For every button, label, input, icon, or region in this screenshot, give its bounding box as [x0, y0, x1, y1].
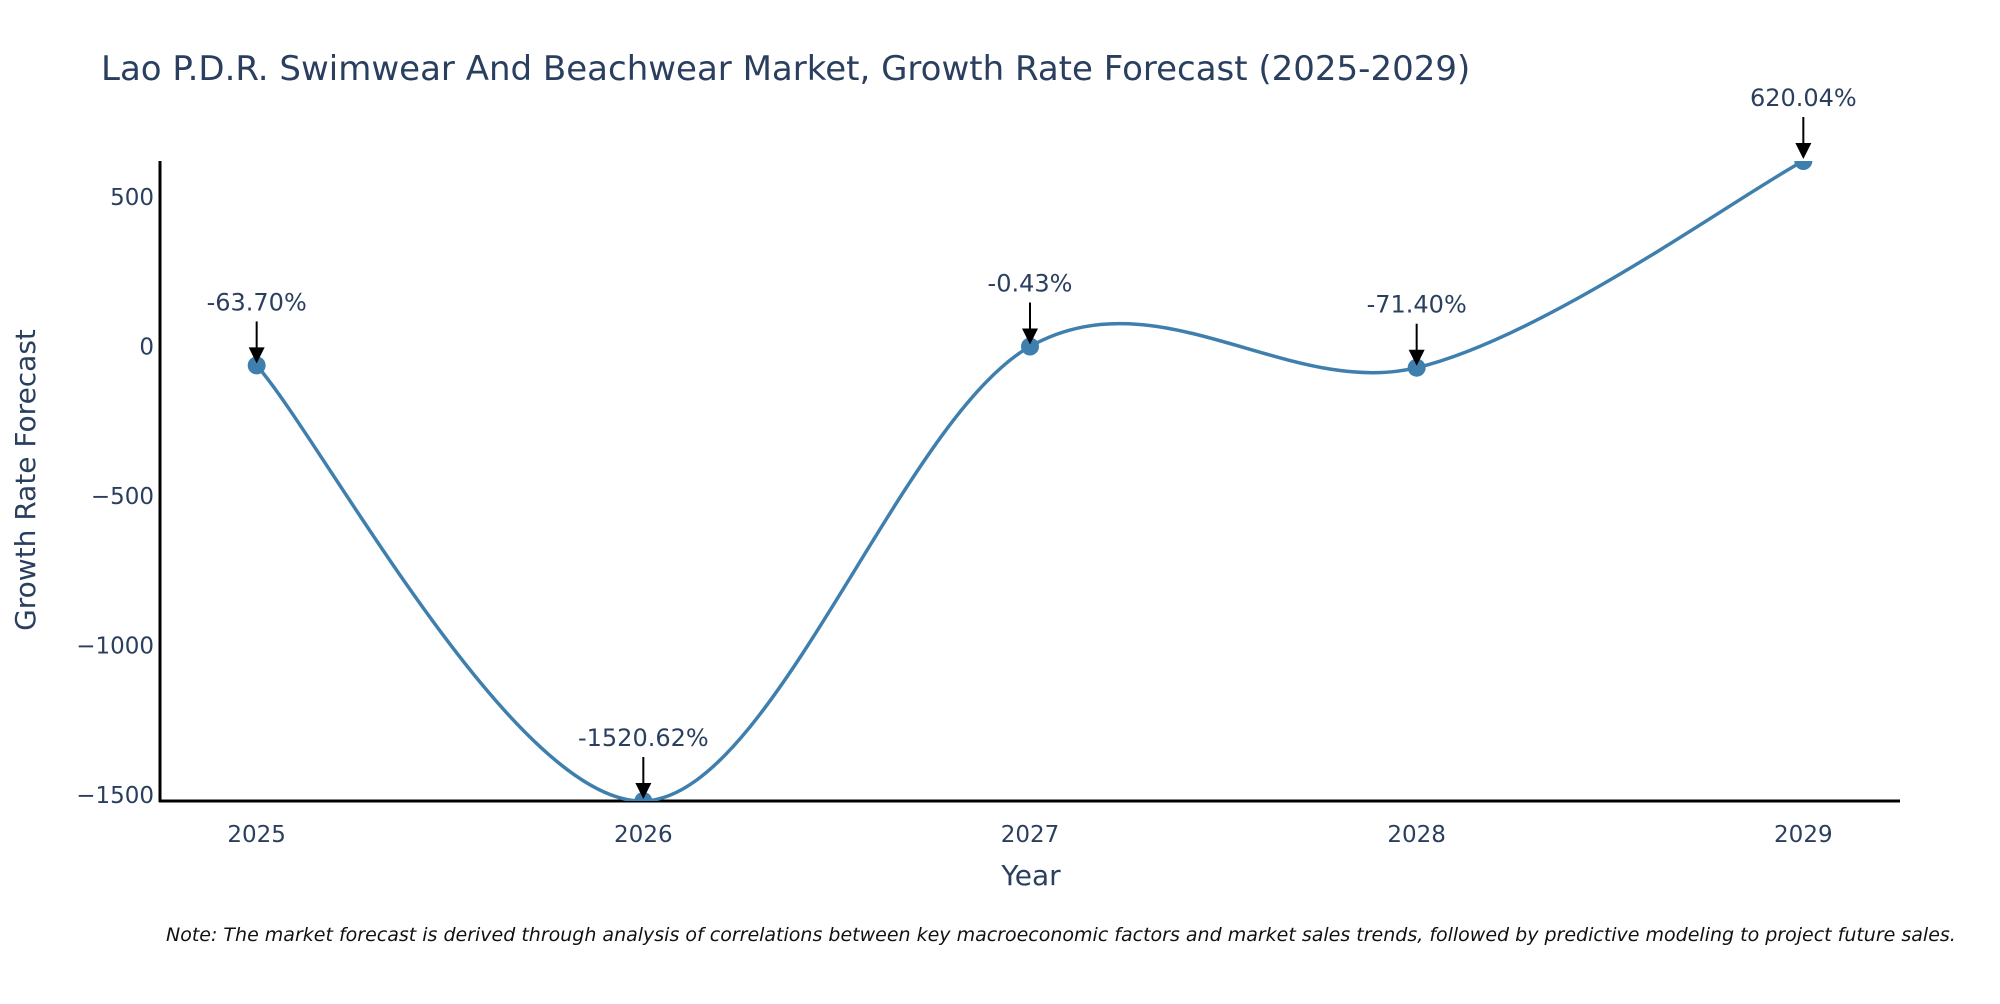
data-point: [1021, 337, 1039, 356]
y-axis-title: Growth Rate Forecast: [9, 329, 42, 631]
plot-area: −1500 −1000 −500 0 500 2025 2026 2027 2028 2029 -6…: [76, 84, 1900, 848]
x-tick-label: 2027: [1001, 822, 1060, 848]
annotation-arrow-head: [248, 347, 265, 364]
data-label: -63.70%: [207, 288, 307, 316]
chart-title: Lao P.D.R. Swimwear And Beachwear Market…: [101, 49, 1470, 89]
y-tick-label: −1500: [76, 783, 154, 809]
data-point: [1407, 358, 1426, 377]
y-tick-label: 500: [110, 185, 154, 211]
x-tick-label: 2028: [1387, 822, 1446, 848]
x-tick-label: 2025: [227, 822, 286, 848]
x-tick-label: 2026: [614, 822, 673, 848]
data-label: -1520.62%: [578, 724, 709, 752]
y-tick-label: −500: [91, 484, 154, 510]
data-label: -71.40%: [1367, 291, 1467, 319]
markers-group: [247, 161, 1813, 801]
annotation-arrow-head: [1022, 328, 1038, 345]
data-point: [1794, 161, 1813, 170]
annotation-arrow-head: [1408, 349, 1425, 366]
data-label: 620.04%: [1750, 84, 1857, 112]
y-tick-label: −1000: [76, 633, 154, 659]
x-axis-title: Year: [1000, 859, 1061, 892]
x-tick-label: 2029: [1774, 822, 1833, 848]
series-line: [255, 161, 1805, 801]
forecast-note: Note: The market forecast is derived thr…: [166, 924, 1956, 946]
y-tick-label: 0: [139, 334, 154, 360]
annotation-arrow-head: [635, 783, 652, 799]
data-point: [247, 356, 266, 375]
annotation-arrow-head: [1795, 143, 1812, 159]
data-label: -0.43%: [988, 270, 1073, 298]
